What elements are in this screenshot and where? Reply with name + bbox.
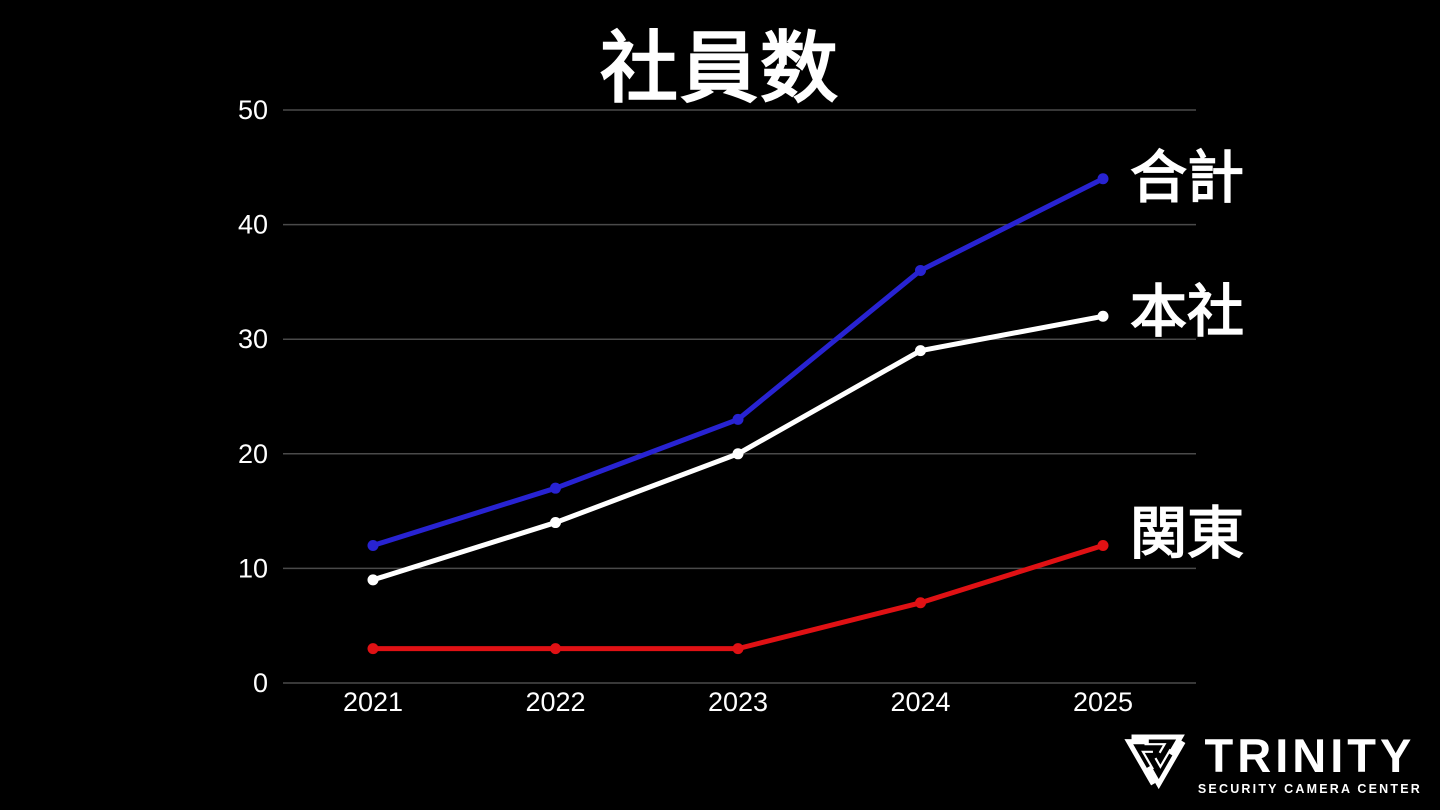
data-point [915, 264, 926, 276]
data-point [1097, 539, 1109, 551]
y-axis-tick-label: 40 [238, 210, 268, 240]
data-point [732, 643, 744, 655]
x-axis-tick-label: 2022 [525, 687, 585, 717]
y-axis-tick-label: 30 [238, 324, 268, 354]
logo-tagline: SECURITY CAMERA CENTER [1197, 782, 1422, 796]
y-axis-tick-label: 50 [238, 95, 268, 125]
data-point [732, 448, 744, 460]
series-line-2 [370, 542, 1106, 652]
data-point [550, 482, 561, 494]
series-line-1 [370, 313, 1106, 583]
data-point [367, 539, 379, 551]
data-point [550, 517, 561, 529]
y-axis-tick-label: 0 [253, 668, 268, 698]
data-point [915, 345, 926, 357]
data-point [550, 643, 561, 655]
trinity-triangle-icon [1124, 734, 1186, 790]
data-point [367, 643, 379, 655]
data-point [367, 574, 379, 586]
data-point [1097, 173, 1109, 185]
x-axis-tick-label: 2023 [708, 687, 768, 717]
data-point [1097, 310, 1109, 322]
logo-brand-name: TRINITY [1204, 729, 1416, 782]
series-label-total: 合計 [1130, 146, 1244, 210]
series-label-headquarters: 本社 [1130, 280, 1244, 344]
chart-title: 社員数 [599, 24, 840, 112]
x-axis-tick-label: 2025 [1073, 687, 1133, 717]
x-axis-tick-label: 2024 [890, 687, 950, 717]
y-axis-tick-label: 20 [238, 439, 268, 469]
y-axis-tick-label: 10 [238, 553, 268, 583]
series-line-0 [370, 176, 1106, 548]
x-axis-tick-label: 2021 [343, 687, 403, 717]
series-label-kanto: 関東 [1130, 502, 1244, 566]
trinity-logo: TRINITY SECURITY CAMERA CENTER [1120, 724, 1422, 796]
data-point [915, 597, 926, 609]
logo-text-block: TRINITY SECURITY CAMERA CENTER [1198, 724, 1422, 796]
data-point [732, 413, 744, 425]
